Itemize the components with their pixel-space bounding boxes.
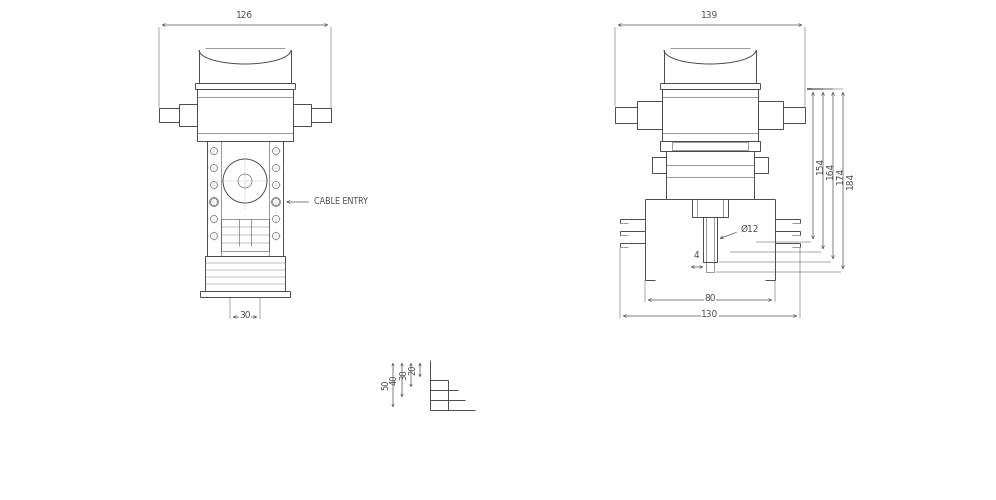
Bar xyxy=(706,262,714,272)
Bar xyxy=(205,256,285,291)
Bar xyxy=(293,104,311,126)
Bar xyxy=(672,142,748,150)
Bar xyxy=(692,199,728,217)
Text: 164: 164 xyxy=(826,162,835,179)
Bar xyxy=(758,101,783,129)
Bar xyxy=(311,108,331,122)
Bar xyxy=(652,157,666,173)
Text: 50: 50 xyxy=(381,380,390,390)
Bar xyxy=(754,157,768,173)
Bar xyxy=(221,219,269,251)
Text: 80: 80 xyxy=(704,294,716,303)
Text: 154: 154 xyxy=(816,157,825,174)
Bar xyxy=(637,101,662,129)
Bar xyxy=(197,89,293,141)
Text: 20: 20 xyxy=(408,365,417,375)
Text: 4: 4 xyxy=(693,251,699,260)
Text: 174: 174 xyxy=(836,167,845,184)
Bar xyxy=(666,151,754,199)
Bar xyxy=(207,141,283,256)
Text: 126: 126 xyxy=(236,11,254,20)
Bar xyxy=(703,217,717,262)
Text: 139: 139 xyxy=(701,11,719,20)
Text: CABLE ENTRY: CABLE ENTRY xyxy=(314,198,368,206)
Bar xyxy=(207,141,221,256)
Bar xyxy=(660,141,760,151)
Text: 40: 40 xyxy=(390,375,399,385)
Bar xyxy=(269,141,283,256)
Text: 130: 130 xyxy=(701,310,719,319)
Text: Ø12: Ø12 xyxy=(741,225,759,234)
Bar xyxy=(783,107,805,123)
Bar xyxy=(159,108,179,122)
Text: 30: 30 xyxy=(239,311,251,320)
Text: 184: 184 xyxy=(846,172,855,189)
Bar xyxy=(179,104,197,126)
Bar xyxy=(662,89,758,141)
Text: 30: 30 xyxy=(399,370,408,380)
Bar xyxy=(615,107,637,123)
